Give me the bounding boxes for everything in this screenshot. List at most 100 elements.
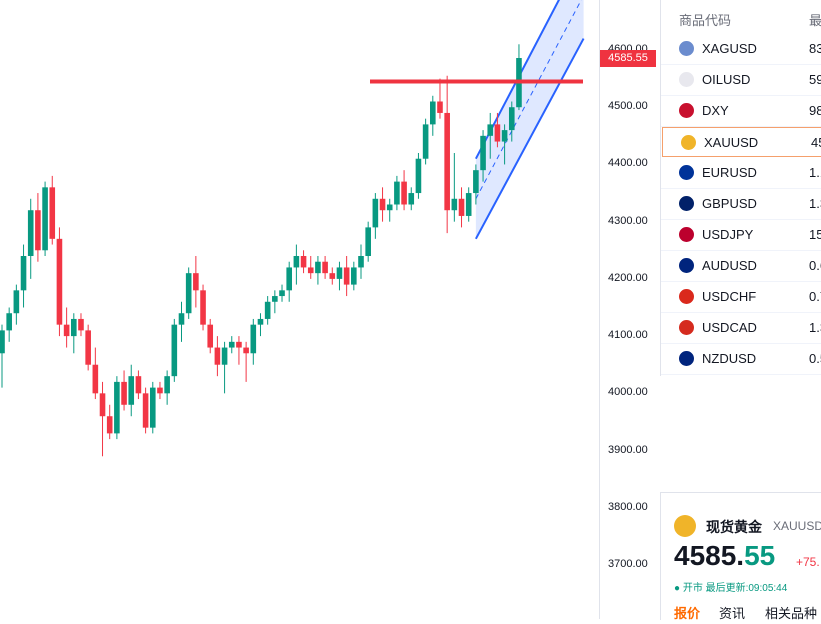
candle-body	[149, 387, 156, 428]
header-last: 最	[809, 13, 821, 28]
candle-body	[0, 330, 5, 354]
candle-body	[480, 135, 486, 171]
watchlist-row-usdchf[interactable]: USDCHF 0.7	[661, 282, 821, 313]
gold-icon	[674, 515, 696, 537]
candle-body	[264, 301, 271, 319]
watchlist-row-xagusd[interactable]: XAGUSD 83	[661, 34, 821, 65]
candle-body	[394, 181, 400, 205]
price-tick-label: 4300.00	[608, 214, 648, 227]
tab-quote[interactable]: 报价	[674, 606, 701, 621]
watchlist-value: 0.7	[809, 289, 821, 304]
watchlist-value: 157	[809, 227, 821, 242]
candle-body	[329, 273, 336, 279]
candle-body	[114, 381, 120, 434]
candle-body	[13, 290, 20, 314]
watchlist-value: 83	[809, 41, 821, 56]
candle-body	[135, 376, 142, 394]
candle-body	[272, 296, 278, 302]
candle-body	[171, 324, 178, 377]
watchlist-value: 1.3	[809, 196, 821, 211]
candle-body	[20, 256, 27, 291]
candle-body	[358, 256, 364, 268]
watchlist-row-usdjpy[interactable]: USDJPY 157	[661, 220, 821, 251]
instrument-name: 现货黄金	[706, 519, 762, 535]
candle-body	[221, 347, 228, 365]
watchlist-row-gbpusd[interactable]: GBPUSD 1.3	[661, 189, 821, 220]
watchlist-symbol: USDJPY	[702, 227, 754, 242]
watchlist-value: 0.5	[809, 351, 821, 366]
current-price: 4585.55	[674, 540, 775, 572]
candle-body	[185, 273, 192, 314]
candle-body	[444, 112, 450, 211]
ch-flag-icon	[679, 289, 694, 304]
watchlist-value: 1.3	[809, 320, 821, 335]
watchlist-symbol: NZDUSD	[702, 351, 757, 366]
price-tick-label: 3900.00	[608, 443, 648, 456]
watchlist-value: 0.6	[809, 258, 821, 273]
watchlist-symbol: AUDUSD	[702, 258, 757, 273]
candle-body	[85, 330, 91, 365]
price-axis[interactable]: 4600.00 4500.00 4400.00 4300.00 4200.00 4100.…	[599, 0, 658, 619]
price-tick-label: 4500.00	[608, 100, 648, 113]
watchlist-value: 59	[809, 72, 821, 87]
tab-related[interactable]: 相关品种	[765, 606, 818, 621]
watchlist: 商品代码 最 XAGUSD 83 OILUSD 59 DXY 98 XAUUSD 458 EUR…	[660, 0, 821, 376]
candle-body	[121, 381, 127, 405]
candle-body	[430, 101, 436, 125]
watchlist-row-audusd[interactable]: AUDUSD 0.6	[661, 251, 821, 282]
nz-flag-icon	[679, 351, 694, 366]
candle-body	[487, 124, 494, 136]
candle-body	[365, 227, 371, 256]
watchlist-row-oilusd[interactable]: OILUSD 59	[661, 65, 821, 96]
watchlist-symbol: OILUSD	[702, 72, 751, 87]
watchlist-symbol: GBPUSD	[702, 196, 757, 211]
candle-body	[379, 198, 386, 211]
candle-body	[257, 318, 264, 325]
candle-body	[214, 347, 221, 365]
candlestick-chart[interactable]	[0, 0, 600, 619]
candle-body	[228, 341, 235, 348]
tab-news[interactable]: 资讯	[719, 606, 746, 621]
candle-body	[207, 324, 214, 348]
price-decimal: 55	[744, 540, 776, 571]
header-symbol: 商品代码	[679, 13, 732, 28]
candle-body	[42, 187, 48, 251]
candle-body	[236, 341, 242, 348]
watchlist-row-eurusd[interactable]: EURUSD 1.1	[661, 158, 821, 189]
silver-icon	[679, 41, 694, 56]
price-tick-label: 3800.00	[608, 500, 648, 513]
watchlist-row-xauusd[interactable]: XAUUSD 458	[662, 127, 821, 157]
channel-lower-line	[474, 38, 585, 240]
candle-body	[307, 267, 314, 274]
chart-area[interactable]	[0, 0, 600, 619]
candle-body	[279, 290, 285, 297]
candle-body	[157, 387, 163, 394]
watchlist-symbol: EURUSD	[702, 165, 757, 180]
watchlist-row-nzdusd[interactable]: NZDUSD 0.5	[661, 344, 821, 375]
watchlist-header: 商品代码 最	[661, 10, 821, 28]
channel-upper-line	[474, 0, 560, 160]
candle-body	[465, 193, 472, 216]
market-status: ● 开市 最后更新:09:05:44	[674, 583, 788, 594]
watchlist-row-usdcad[interactable]: USDCAD 1.3	[661, 313, 821, 344]
channel-mid-line	[475, 0, 582, 200]
price-change: +75.	[796, 555, 820, 569]
candle-body	[142, 393, 149, 428]
last-price-tag: 4585.55	[600, 50, 656, 68]
price-tick-label: 4200.00	[608, 271, 648, 284]
candle-body	[78, 318, 84, 331]
candle-body	[408, 193, 415, 205]
candle-body	[56, 238, 63, 325]
candle-body	[458, 198, 465, 216]
candle-body	[501, 130, 508, 142]
candle-body	[336, 267, 343, 279]
candle-body	[372, 198, 379, 228]
price-tick-label: 4000.00	[608, 386, 648, 399]
candle-body	[343, 267, 350, 285]
candle-body	[193, 273, 199, 291]
candle-body	[49, 187, 56, 239]
candle-body	[293, 256, 300, 268]
au-flag-icon	[679, 258, 694, 273]
watchlist-row-dxy[interactable]: DXY 98	[661, 96, 821, 127]
ca-flag-icon	[679, 320, 694, 335]
